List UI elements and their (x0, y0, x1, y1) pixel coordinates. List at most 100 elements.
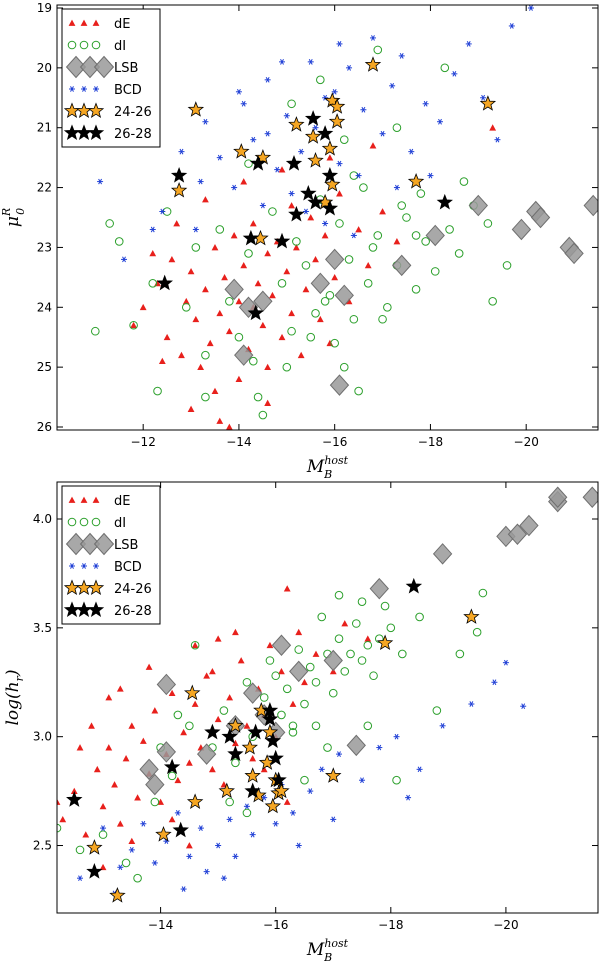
data-point (168, 689, 176, 697)
data-point (202, 196, 209, 203)
data-point (168, 815, 176, 823)
legend-marker-bcd (69, 563, 75, 569)
data-point (363, 721, 373, 731)
series-26-28 (66, 577, 423, 879)
data-point (258, 410, 268, 420)
data-point (297, 351, 305, 359)
data-point (117, 864, 124, 871)
data-point (300, 184, 317, 201)
data-point (325, 291, 335, 300)
data-point (264, 732, 282, 749)
data-point (274, 166, 281, 173)
data-point (184, 684, 201, 701)
data-point (380, 601, 390, 611)
legend-marker-de (92, 496, 100, 503)
legend-marker-di (79, 517, 89, 527)
data-point (97, 178, 104, 185)
y-tick-label: 3.0 (33, 730, 52, 744)
data-point (247, 723, 264, 740)
data-point (163, 758, 181, 775)
legend-label: 24-26 (114, 105, 152, 120)
data-point (346, 649, 355, 659)
data-point (354, 386, 363, 396)
data-point (432, 706, 442, 715)
legend-marker-bcd (93, 563, 99, 569)
data-point (259, 321, 267, 329)
data-point (321, 232, 329, 239)
data-point (301, 678, 308, 686)
data-point (283, 585, 291, 592)
x-axis-label: Mhost B (306, 454, 349, 481)
data-point (151, 860, 158, 866)
data-point (368, 243, 378, 252)
data-point (359, 777, 366, 784)
data-point (289, 700, 297, 707)
x-tick-label: −12 (131, 435, 156, 449)
data-point (360, 106, 367, 113)
legend-marker-26-28 (87, 601, 105, 618)
data-point (168, 256, 176, 263)
data-point (328, 98, 346, 114)
data-point (154, 279, 161, 287)
data-point (373, 231, 383, 240)
data-point (300, 699, 309, 709)
data-point (288, 309, 295, 317)
data-point (278, 667, 285, 675)
x-tick-label: −18 (418, 435, 443, 449)
data-point (86, 862, 103, 879)
data-point (278, 166, 286, 173)
data-point (323, 743, 332, 752)
data-point (121, 858, 131, 868)
data-point (233, 143, 250, 159)
data-point (197, 825, 204, 831)
data-point (180, 886, 187, 892)
data-point (208, 667, 216, 675)
data-point (216, 309, 224, 317)
data-point (240, 178, 248, 185)
data-point (427, 172, 434, 179)
data-point (100, 825, 107, 831)
data-point (479, 95, 497, 111)
data-point (128, 847, 135, 853)
data-point (283, 267, 291, 275)
data-point (416, 766, 423, 773)
data-point (277, 710, 286, 720)
data-point (158, 357, 166, 365)
legend-marker-24-26 (87, 579, 105, 596)
data-point (325, 767, 342, 783)
data-point (480, 94, 487, 101)
data-point (155, 825, 172, 842)
data-point (109, 886, 126, 903)
data-point (436, 193, 453, 210)
data-point (364, 635, 372, 642)
data-point (323, 649, 343, 672)
data-point (310, 272, 330, 295)
data-point (363, 279, 373, 288)
data-point (267, 749, 284, 766)
data-point (187, 101, 205, 117)
data-point (167, 771, 177, 781)
data-point (393, 238, 401, 245)
data-point (445, 225, 454, 234)
data-point (234, 332, 244, 342)
data-point (326, 154, 334, 161)
data-point (349, 314, 359, 324)
y-tick-label: 4.0 (33, 512, 52, 526)
data-point (273, 232, 291, 249)
legend-marker-de (92, 19, 100, 26)
data-point (269, 291, 276, 299)
series-bcd (97, 5, 534, 263)
data-point (271, 634, 292, 657)
data-point (489, 124, 497, 131)
data-point (329, 374, 350, 396)
data-point (520, 703, 527, 710)
data-point (247, 304, 264, 321)
data-point (149, 250, 157, 257)
data-point (237, 657, 245, 664)
data-point (311, 721, 321, 731)
data-point (324, 175, 341, 192)
legend-marker-bcd (81, 86, 87, 92)
x-tick-label: −16 (263, 918, 288, 932)
data-point (408, 148, 415, 155)
data-point (298, 148, 305, 155)
